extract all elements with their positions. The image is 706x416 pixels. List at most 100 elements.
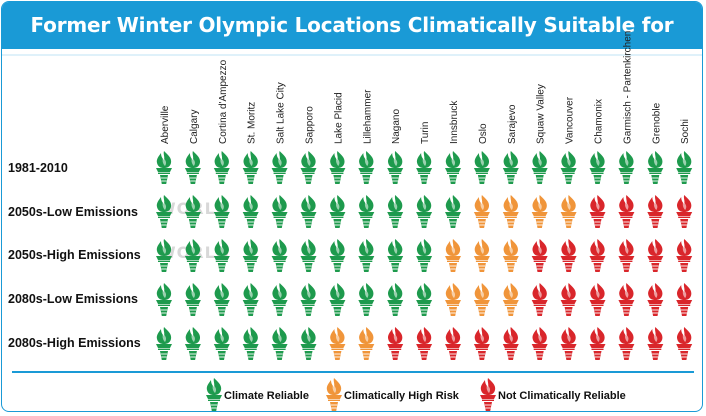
torch-mark — [242, 239, 259, 272]
title-bar: Former Winter Olympic Locations Climatic… — [2, 2, 702, 84]
torch-mark — [156, 239, 172, 272]
torch-mark — [358, 239, 375, 272]
torch-mark — [271, 239, 288, 272]
torch-mark — [300, 327, 317, 360]
torch-mark — [647, 327, 664, 360]
legend-item: Climatically High Risk — [326, 378, 460, 411]
row-label: 1981-2010 — [8, 161, 68, 175]
torch-mark — [647, 239, 664, 272]
legend-torch-icon — [480, 378, 496, 411]
torch-mark — [531, 195, 548, 228]
torch-mark — [358, 195, 375, 228]
torch-mark — [156, 151, 172, 184]
torch-mark — [329, 239, 346, 272]
torch-mark — [184, 327, 201, 360]
legend-label: Not Climatically Reliable — [498, 390, 626, 402]
torch-mark — [300, 195, 317, 228]
row-label: 2050s-Low Emissions — [8, 205, 138, 219]
torch-mark — [473, 327, 490, 360]
torch-mark — [445, 151, 461, 184]
torch-mark — [445, 195, 461, 228]
torch-mark — [184, 151, 201, 184]
torch-mark — [358, 327, 375, 360]
torch-mark — [300, 239, 317, 272]
torch-mark — [502, 239, 519, 272]
column-label: Oslo — [478, 123, 489, 144]
torch-mark — [213, 195, 230, 228]
torch-mark — [531, 151, 548, 184]
column-label: Aberville — [160, 105, 171, 144]
torch-mark — [271, 327, 288, 360]
torch-mark — [184, 239, 201, 272]
column-label: Squaw Valley — [536, 84, 547, 144]
torch-mark — [473, 195, 490, 228]
torch-mark — [242, 151, 259, 184]
chart-title: Former Winter Olympic Locations Climatic… — [30, 13, 674, 84]
torch-mark — [300, 283, 317, 316]
torch-mark — [184, 283, 201, 316]
torch-mark — [271, 195, 288, 228]
column-label: Nagano — [391, 109, 402, 144]
column-label: Garmisch - Partenkirchen — [622, 31, 633, 144]
torch-mark — [329, 151, 346, 184]
torch-grid-chart: WORLDWORLDAbervilleCalgaryCortina d'Ampe… — [2, 31, 702, 411]
torch-mark — [676, 239, 693, 272]
torch-mark — [213, 151, 230, 184]
torch-mark — [242, 195, 259, 228]
torch-mark — [358, 151, 375, 184]
torch-mark — [502, 327, 519, 360]
torch-mark — [589, 195, 606, 228]
torch-mark — [589, 239, 606, 272]
torch-mark — [445, 327, 461, 360]
column-label: Sochi — [680, 119, 691, 144]
torch-mark — [445, 239, 461, 272]
torch-mark — [213, 239, 230, 272]
column-label: Lake Placid — [333, 92, 344, 144]
torch-mark — [271, 151, 288, 184]
torch-mark — [329, 195, 346, 228]
torch-mark — [589, 327, 606, 360]
legend-label: Climate Reliable — [224, 390, 309, 402]
torch-mark — [416, 195, 433, 228]
torch-mark — [300, 151, 317, 184]
legend-item: Climate Reliable — [206, 378, 309, 411]
column-label: St. Moritz — [247, 102, 258, 144]
torch-mark — [560, 151, 577, 184]
torch-mark — [618, 195, 635, 228]
torch-mark — [531, 239, 548, 272]
row-label: 2050s-High Emissions — [8, 248, 141, 262]
torch-mark — [473, 151, 490, 184]
torch-mark — [416, 151, 433, 184]
torch-mark — [618, 239, 635, 272]
column-label: Cortina d'Ampezzo — [218, 59, 229, 144]
torch-mark — [329, 283, 346, 316]
torch-mark — [589, 283, 606, 316]
torch-mark — [502, 151, 519, 184]
legend-item: Not Climatically Reliable — [480, 378, 626, 411]
torch-mark — [560, 327, 577, 360]
torch-mark — [156, 283, 172, 316]
torch-mark — [271, 283, 288, 316]
torch-mark — [560, 195, 577, 228]
torch-mark — [473, 239, 490, 272]
torch-mark — [676, 327, 693, 360]
column-label: Grenoble — [651, 102, 662, 144]
column-label: Calgary — [189, 110, 200, 144]
torch-mark — [473, 283, 490, 316]
torch-mark — [213, 283, 230, 316]
legend-torch-icon — [206, 378, 222, 411]
torch-mark — [531, 283, 548, 316]
column-label: Salt Lake City — [276, 82, 287, 144]
torch-mark — [618, 283, 635, 316]
column-label: Innsbruck — [449, 100, 460, 144]
torch-mark — [329, 327, 346, 360]
torch-mark — [560, 283, 577, 316]
torch-mark — [416, 283, 433, 316]
torch-mark — [589, 151, 606, 184]
column-label: Sarajevo — [507, 104, 518, 144]
torch-mark — [647, 195, 664, 228]
torch-mark — [676, 195, 693, 228]
row-label: 2080s-Low Emissions — [8, 292, 138, 306]
torch-mark — [676, 151, 693, 184]
